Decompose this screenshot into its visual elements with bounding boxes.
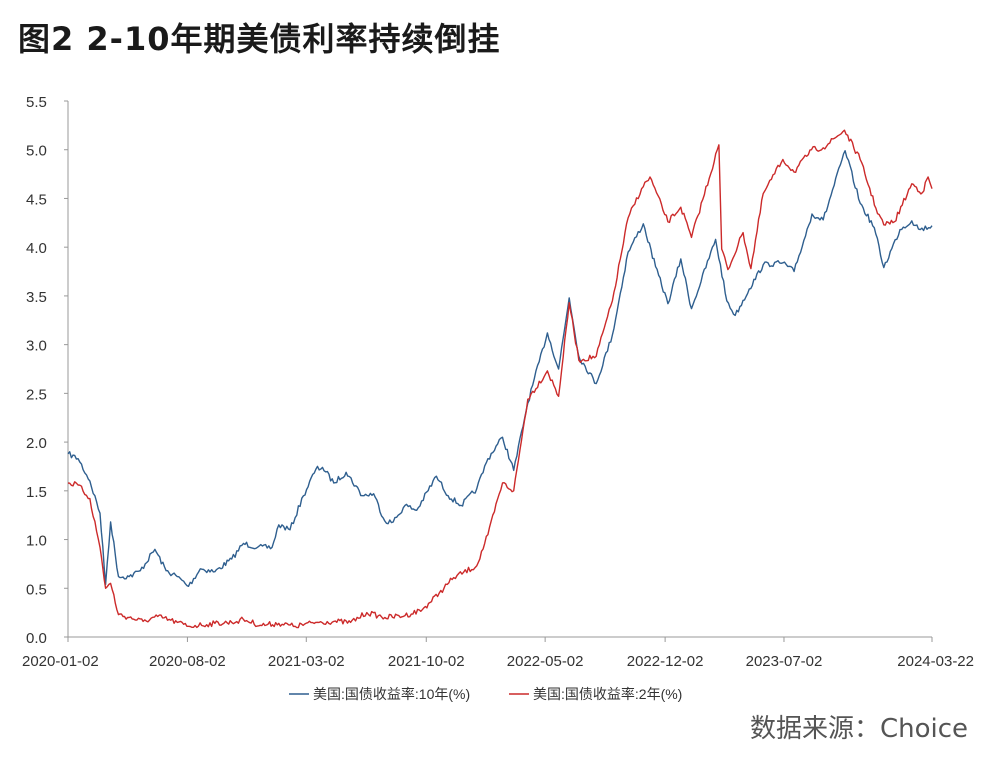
x-tick-label: 2020-08-02	[149, 653, 226, 670]
y-tick-label: 0.5	[26, 581, 47, 598]
legend: 美国:国债收益率:10年(%) 美国:国债收益率:2年(%)	[289, 686, 682, 702]
series-line-10y	[67, 150, 933, 587]
data-source-note: 数据来源：Choice	[749, 714, 968, 744]
y-tick-label: 5.5	[26, 94, 47, 111]
x-axis: 2020-01-02 2020-08-02 2021-03-02 2021-10-02…	[22, 636, 974, 670]
legend-label: 美国:国债收益率:2年(%)	[533, 686, 682, 702]
x-tick-label: 2022-12-02	[627, 653, 704, 670]
x-tick-label: 2021-03-02	[268, 653, 345, 670]
y-tick-label: 4.0	[26, 240, 47, 257]
x-tick-label: 2021-10-02	[388, 653, 465, 670]
y-tick-label: 1.0	[26, 533, 47, 550]
page-title: 图2 2-10年期美债利率持续倒挂	[18, 20, 501, 58]
x-tick-label: 2022-05-02	[507, 653, 584, 670]
y-tick-label: 2.0	[26, 435, 47, 452]
y-tick-label: 5.0	[26, 143, 47, 160]
y-tick-label: 2.5	[26, 386, 47, 403]
y-tick-label: 3.5	[26, 289, 47, 306]
legend-label: 美国:国债收益率:10年(%)	[313, 686, 470, 702]
x-tick-label: 2024-03-22	[897, 653, 974, 670]
x-tick-label: 2020-01-02	[22, 653, 99, 670]
y-tick-label: 4.5	[26, 191, 47, 208]
series-line-2y	[67, 129, 933, 629]
y-axis: 0.0 0.5 1.0 1.5 2.0 2.5 3.0 3.5 4.0 4.5 5.0 5.5	[26, 94, 69, 647]
y-tick-label: 3.0	[26, 338, 47, 355]
y-tick-label: 0.0	[26, 630, 47, 647]
series-layer	[67, 129, 933, 629]
y-tick-label: 1.5	[26, 484, 47, 501]
x-tick-label: 2023-07-02	[746, 653, 823, 670]
